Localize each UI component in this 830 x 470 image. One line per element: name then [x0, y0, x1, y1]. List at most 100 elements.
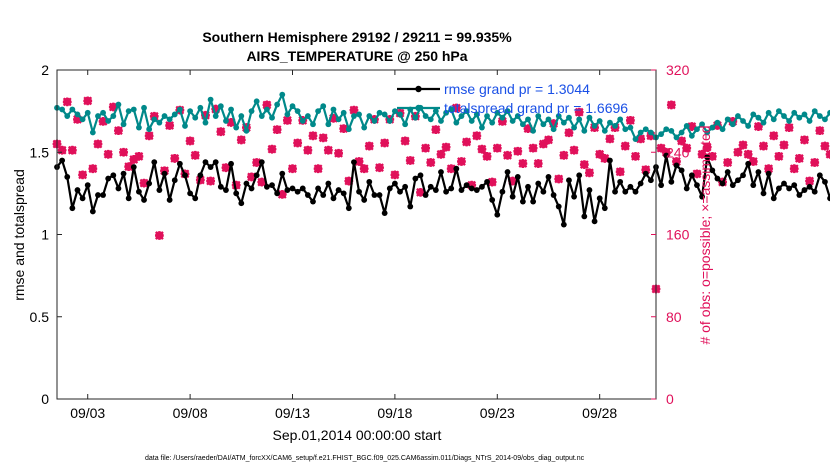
totalspread-point: [238, 113, 245, 119]
rmse-point: [120, 170, 127, 177]
totalspread-point: [432, 108, 439, 115]
totalspread-point: [822, 116, 828, 123]
totalspread-point: [443, 109, 449, 116]
rmse-point: [806, 183, 813, 190]
totalspread-point: [356, 111, 362, 118]
totalspread-point: [412, 114, 419, 121]
totalspread-point: [791, 109, 798, 116]
rmse-point: [791, 182, 798, 189]
rmse-point: [535, 180, 542, 187]
obs-assimilated-point: [62, 97, 72, 107]
rmse-point: [223, 187, 229, 193]
totalspread-point: [386, 118, 393, 124]
rmse-point: [735, 177, 741, 184]
totalspread-point: [146, 126, 153, 133]
obs-assimilated-point: [810, 158, 820, 167]
totalspread-point: [125, 108, 132, 115]
obs-assimilated-point: [124, 162, 134, 172]
rmse-point: [315, 185, 322, 192]
totalspread-point: [192, 114, 199, 121]
totalspread-point: [438, 118, 444, 124]
obs-assimilated-point: [615, 167, 625, 177]
x-tick-label: 09/08: [173, 405, 208, 421]
obs-assimilated-point: [574, 107, 584, 117]
obs-assimilated-point: [457, 157, 466, 166]
obs-assimilated-point: [482, 151, 492, 161]
obs-assimilated-point: [185, 136, 195, 146]
obs-assimilated-point: [380, 138, 390, 148]
totalspread-point: [289, 103, 296, 110]
obs-assimilated-point: [805, 176, 814, 186]
series-layer: [52, 91, 830, 294]
totalspread-point: [601, 127, 608, 134]
rmse-point: [637, 180, 644, 187]
rmse-point: [397, 188, 403, 195]
totalspread-point: [673, 134, 680, 141]
rmse-point: [479, 183, 485, 190]
rmse-point: [340, 190, 347, 197]
obs-assimilated-point: [98, 117, 108, 126]
totalspread-point: [484, 113, 490, 119]
rmse-point: [530, 198, 537, 205]
totalspread-point: [719, 126, 726, 133]
totalspread-point: [310, 121, 316, 128]
rmse-point: [453, 165, 460, 172]
totalspread-point: [683, 123, 690, 129]
totalspread-point: [607, 119, 613, 126]
rmse-point: [678, 167, 685, 174]
obs-assimilated-point: [144, 131, 154, 141]
rmse-point: [69, 205, 76, 212]
rmse-point: [519, 198, 526, 205]
totalspread-point: [274, 101, 281, 108]
obs-assimilated-point: [462, 137, 471, 147]
totalspread-point: [709, 124, 716, 131]
totalspread-point: [699, 121, 705, 128]
totalspread-point: [217, 103, 224, 110]
rmse-point: [386, 185, 393, 192]
obs-assimilated-point: [753, 122, 763, 131]
totalspread-point: [622, 126, 629, 133]
obs-assimilated-point: [231, 180, 241, 190]
obs-assimilated-point: [467, 180, 477, 190]
totalspread-point: [397, 111, 403, 118]
y-left-axis-ticks: 0 0.5 1 1.5 2: [30, 62, 62, 407]
totalspread-point: [228, 106, 234, 113]
totalspread-point: [494, 109, 501, 116]
rmse-point: [238, 200, 245, 207]
rmse-point: [130, 164, 137, 170]
obs-assimilated-point: [764, 164, 774, 174]
rmse-point: [607, 157, 613, 164]
obs-assimilated-point: [656, 143, 666, 153]
totalspread-point: [729, 121, 736, 128]
y-left-axis-label: rmse and totalspread: [11, 169, 27, 301]
obs-assimilated-point: [492, 143, 502, 153]
obs-assimilated-point: [201, 110, 210, 120]
rmse-point: [576, 172, 583, 179]
totalspread-point: [525, 116, 531, 123]
rmse-point: [770, 195, 777, 202]
rmse-point: [89, 208, 96, 215]
rmse-point: [335, 187, 342, 193]
y-right-tick-label: 240: [666, 144, 690, 160]
totalspread-point: [187, 108, 194, 115]
totalspread-point: [550, 126, 557, 133]
obs-assimilated-point: [57, 145, 67, 155]
obs-assimilated-point: [165, 121, 175, 130]
rmse-point: [182, 172, 188, 179]
obs-assimilated-point: [626, 115, 635, 125]
rmse-point: [468, 185, 475, 192]
rmse-point: [64, 174, 71, 180]
totalspread-point: [258, 113, 265, 119]
totalspread-point: [504, 108, 511, 115]
totalspread-point: [351, 113, 357, 119]
totalspread-point: [642, 126, 649, 133]
obs-assimilated-point: [323, 145, 333, 155]
rmse-point: [484, 178, 490, 185]
rmse-point: [443, 188, 449, 195]
obs-assimilated-point: [815, 126, 825, 136]
obs-assimilated-point: [108, 102, 118, 112]
totalspread-point: [755, 114, 762, 121]
totalspread-point: [422, 113, 429, 119]
rmse-point: [156, 187, 163, 193]
rmse-point: [197, 172, 204, 179]
